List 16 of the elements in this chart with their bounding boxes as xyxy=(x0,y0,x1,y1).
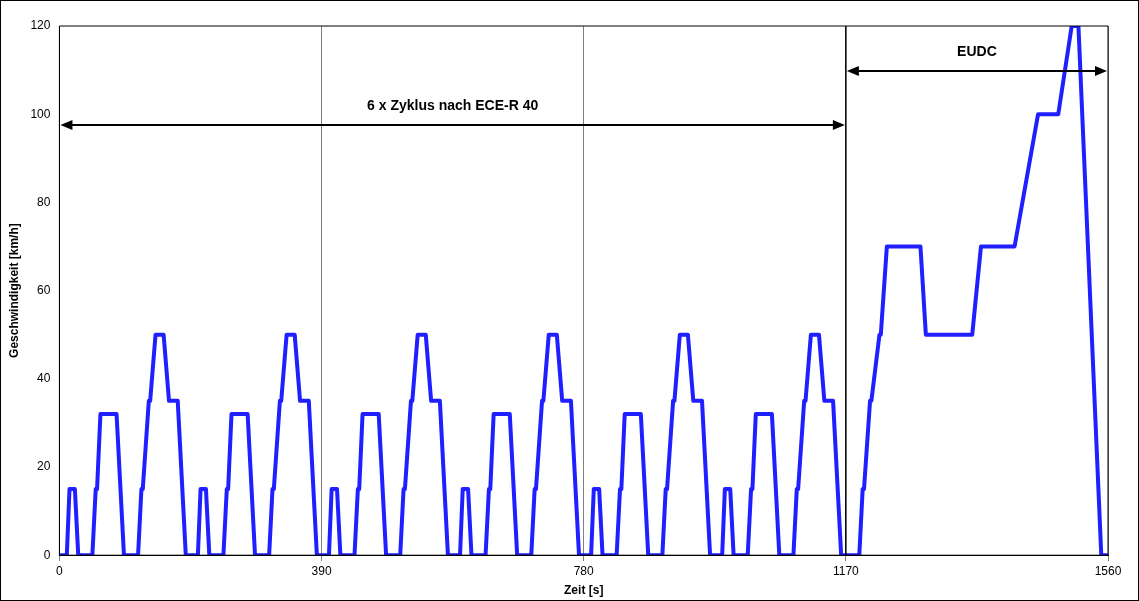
y-tick-label: 100 xyxy=(30,106,51,121)
y-axis-title: Geschwindigkeit [km/h] xyxy=(6,223,21,358)
x-tick-label: 0 xyxy=(56,563,64,578)
y-tick-label: 60 xyxy=(37,282,51,297)
y-tick-label: 20 xyxy=(37,459,51,474)
x-tick-label: 780 xyxy=(573,563,595,578)
x-axis-title: Zeit [s] xyxy=(564,583,604,598)
y-tick-label: 40 xyxy=(37,371,51,386)
y-tick-label: 80 xyxy=(37,194,51,209)
x-tick-label: 390 xyxy=(311,563,332,578)
y-tick-label: 120 xyxy=(30,18,51,33)
y-tick-label: 0 xyxy=(43,547,51,562)
x-tick-label: 1170 xyxy=(832,563,860,578)
annotation: EUDC xyxy=(957,42,997,59)
annotation: 6 x Zyklus nach ECE-R 40 xyxy=(367,96,539,113)
x-tick-label: 1560 xyxy=(1094,563,1122,578)
